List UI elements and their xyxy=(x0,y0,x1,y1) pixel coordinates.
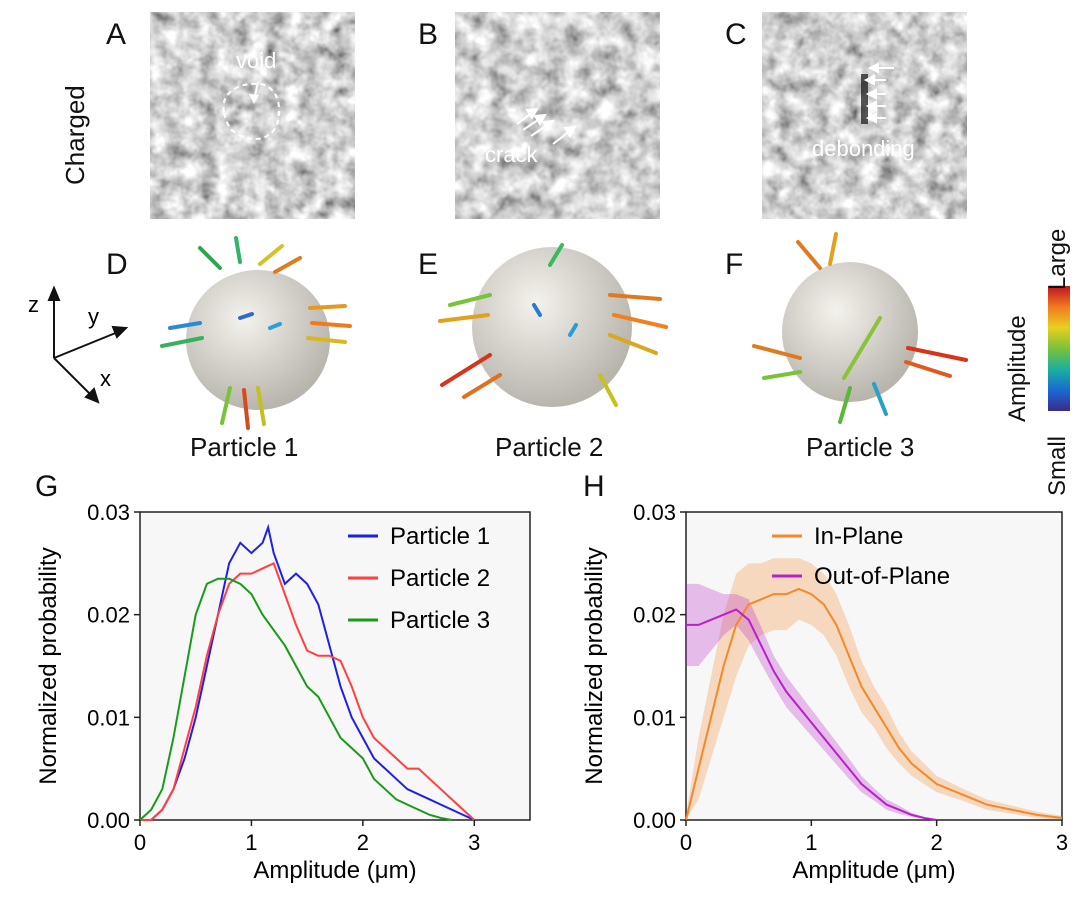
debonding-arrows xyxy=(863,62,894,124)
x-tick-label: 3 xyxy=(468,830,480,855)
series-band-2 xyxy=(686,583,937,820)
x-axis-label: Amplitude (μm) xyxy=(253,857,416,884)
y-tick-label: 0.02 xyxy=(87,603,130,628)
legend-label: Out-of-Plane xyxy=(814,563,950,590)
series-line-1 xyxy=(140,523,475,821)
y-axis-label: Normalized probability xyxy=(35,547,62,784)
particle-1-label: Particle 1 xyxy=(190,432,299,462)
panel-letter-f: F xyxy=(725,248,744,281)
particle-2-label: Particle 2 xyxy=(495,432,604,462)
row-label-charged: Charged xyxy=(60,85,90,185)
panel-letter-h: H xyxy=(583,470,605,503)
x-tick-label: 0 xyxy=(134,830,146,855)
y-tick-label: 0.03 xyxy=(633,500,676,525)
series-line-2 xyxy=(686,608,937,821)
x-axis-label: Amplitude (μm) xyxy=(792,857,955,884)
tomogram-c: debonding xyxy=(762,12,967,219)
void-outline xyxy=(222,82,280,140)
debonding-label: debonding xyxy=(812,136,915,161)
legend-label: Particle 1 xyxy=(390,523,490,550)
axis-z-label: z xyxy=(28,292,39,317)
x-tick-label: 2 xyxy=(357,830,369,855)
panel-letter-a: A xyxy=(106,18,127,51)
x-tick-label: 1 xyxy=(245,830,257,855)
panel-letter-b: B xyxy=(418,18,439,51)
panel-letter-e: E xyxy=(418,248,439,281)
y-tick-label: 0.00 xyxy=(633,808,676,833)
particle-3-render xyxy=(752,232,968,424)
axes-3d-indicator: z y x xyxy=(28,285,128,404)
x-tick-label: 2 xyxy=(931,830,943,855)
crack-label: crack xyxy=(485,142,539,167)
y-tick-label: 0.01 xyxy=(633,705,676,730)
plot-area xyxy=(685,511,1063,821)
panel-letter-g: G xyxy=(35,470,59,503)
x-tick-label: 1 xyxy=(805,830,817,855)
legend-label: Particle 2 xyxy=(390,565,490,592)
y-tick-label: 0.00 xyxy=(87,808,130,833)
colorbar-title: Amplitude xyxy=(1004,315,1031,422)
series-line-1 xyxy=(685,587,1063,821)
series-band-1 xyxy=(686,558,1062,820)
amplitude-colorbar xyxy=(1048,286,1070,411)
tomogram-b: crack xyxy=(455,12,660,219)
series-line-2 xyxy=(140,561,475,821)
particle-2-render xyxy=(438,243,668,407)
legend-label: In-Plane xyxy=(814,523,903,550)
chart-h: 0 1 2 3 0.00 0.01 0.02 0.03 Amplitude (μm) Normal… xyxy=(581,500,1068,884)
panel-letter-d: D xyxy=(106,248,128,281)
axis-y-label: y xyxy=(88,304,99,329)
colorbar-high-label: Large xyxy=(1044,228,1071,290)
crack-arrows xyxy=(516,107,577,145)
chart-g: 0 1 2 3 0.00 0.01 0.02 0.03 Amplitude (μm) Normal… xyxy=(35,500,531,884)
series-line-3 xyxy=(139,577,453,821)
x-tick-label: 3 xyxy=(1056,830,1068,855)
y-axis-label: Normalized probability xyxy=(581,547,608,784)
panel-letter-c: C xyxy=(725,18,747,51)
legend-label: Particle 3 xyxy=(390,607,490,634)
axis-x-label: x xyxy=(100,366,111,391)
void-label: void xyxy=(236,48,276,73)
y-tick-label: 0.03 xyxy=(87,500,130,525)
y-tick-label: 0.02 xyxy=(633,603,676,628)
particle-1-render xyxy=(160,236,352,430)
tomogram-a: void xyxy=(150,12,355,219)
y-tick-label: 0.01 xyxy=(87,705,130,730)
x-tick-label: 0 xyxy=(680,830,692,855)
particle-3-label: Particle 3 xyxy=(806,432,915,462)
